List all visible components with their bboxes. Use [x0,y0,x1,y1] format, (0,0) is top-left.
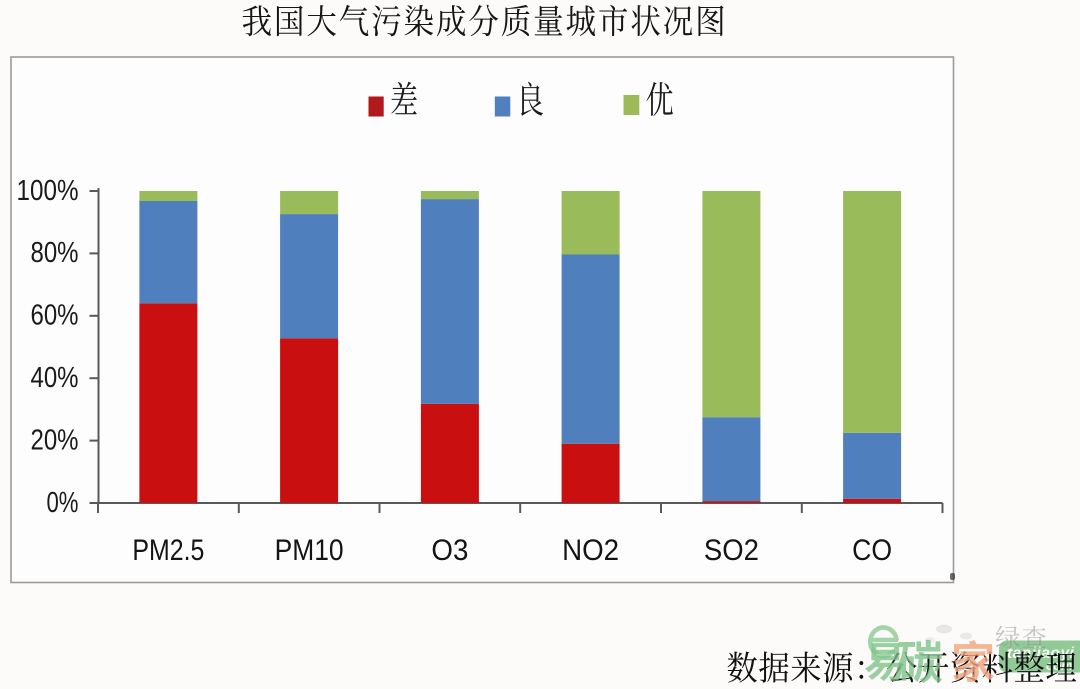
svg-text:100%: 100% [17,175,79,207]
svg-text:NO2: NO2 [562,534,619,567]
svg-text:O3: O3 [431,534,468,567]
svg-text:40%: 40% [31,362,79,394]
svg-text:20%: 20% [31,424,79,456]
svg-text:PM2.5: PM2.5 [132,534,204,567]
svg-text:PM10: PM10 [275,534,344,567]
svg-text:0%: 0% [47,487,79,519]
svg-text:80%: 80% [31,237,79,269]
svg-text:60%: 60% [31,300,79,332]
svg-text:SO2: SO2 [704,534,759,567]
svg-text:CO: CO [852,534,892,567]
